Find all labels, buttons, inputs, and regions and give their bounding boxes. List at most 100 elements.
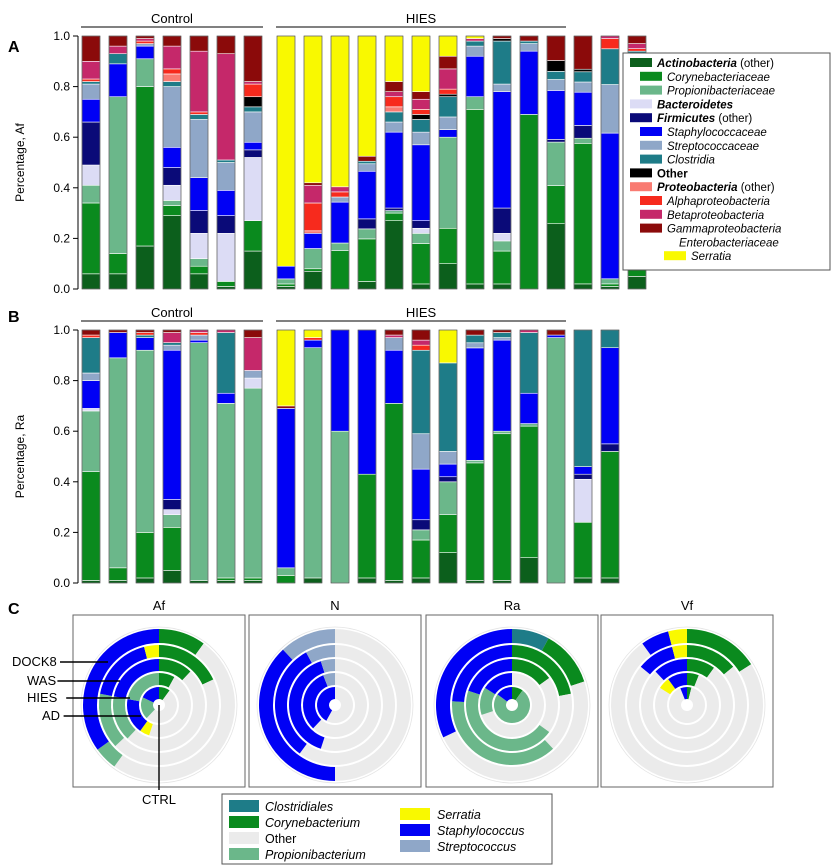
- ring-segment-staph: [640, 646, 676, 675]
- bar-segment-coryne: [357, 238, 377, 282]
- bar-segment-alpha: [81, 334, 101, 338]
- group-label-control: Control: [151, 11, 193, 26]
- bar-segment-staph: [303, 339, 323, 349]
- bar-outline: [357, 329, 377, 584]
- bar-segment-gamma: [135, 35, 155, 39]
- legend-item: Proteobacteria (other): [657, 182, 775, 194]
- bar-segment-bacteroidetes: [411, 227, 431, 234]
- bar-segment-gamma: [384, 81, 404, 92]
- bar-segment-clostridia: [519, 332, 539, 394]
- legend-item: Alphaproteobacteria: [666, 196, 770, 208]
- bar-segment-gamma: [189, 35, 209, 52]
- y-tick-label: 1.0: [53, 323, 70, 337]
- ring-segment-clostridia: [512, 629, 549, 651]
- bar-segment-firmicutes_other: [216, 215, 236, 234]
- bar-segment-staph: [438, 129, 458, 138]
- bar-segment-beta: [519, 329, 539, 333]
- bar-segment-firmicutes_other: [384, 207, 404, 211]
- bar-segment-alpha: [627, 48, 647, 52]
- bar-segment-strep: [330, 196, 350, 203]
- legend-swatch-actino_other: [630, 58, 652, 67]
- bar-segment-serratia: [357, 35, 377, 157]
- bar-segment-alpha: [135, 332, 155, 336]
- bar-outline: [303, 329, 323, 584]
- legend-item: Other: [657, 168, 688, 180]
- ring-segment-serratia: [140, 721, 153, 736]
- bar-outline: [108, 35, 128, 290]
- y-tick-label: 0.4: [53, 475, 70, 489]
- group-label-hies: HIES: [406, 11, 437, 26]
- bar-segment-bacteroidetes: [162, 509, 182, 515]
- bar-segment-proteo_other: [303, 230, 323, 234]
- legend-swatch-proteo_other: [630, 182, 652, 192]
- bar-outline: [276, 35, 296, 290]
- ring-segment-ring_other: [641, 667, 734, 751]
- bar-segment-gamma: [81, 329, 101, 336]
- bar-segment-actino_other: [303, 577, 323, 584]
- legend-swatch-clostridia: [229, 800, 259, 812]
- bar-segment-beta: [216, 53, 236, 161]
- bar-segment-alpha: [411, 109, 431, 115]
- bar-segment-coryne: [135, 86, 155, 247]
- ring-segment-coryne: [159, 687, 170, 701]
- bar-segment-staph: [330, 329, 350, 432]
- ring-segment-propioni: [113, 696, 136, 739]
- legend-swatch-strep: [640, 140, 662, 150]
- ring-segment-serratia: [144, 645, 159, 659]
- ring-segment-serratia: [672, 645, 687, 659]
- bar-outline: [384, 35, 404, 290]
- bar-segment-actino_other: [243, 580, 263, 584]
- bar-segment-propioni: [411, 233, 431, 244]
- bar-segment-clostridia: [492, 332, 512, 338]
- bar-outline: [411, 35, 431, 290]
- bar-segment-actino_other: [216, 580, 236, 584]
- y-tick-label: 0.6: [53, 130, 70, 144]
- legend-item-label: Proteobacteria: [657, 182, 738, 194]
- sunburst-title: Vf: [681, 598, 694, 613]
- bar-segment-actino_other: [627, 276, 647, 290]
- legend-item: Betaproteobacteria: [667, 210, 764, 222]
- bar-outline: [189, 329, 209, 584]
- legend-item-label: Corynebacteriaceae: [667, 72, 770, 84]
- ring-segment-propioni: [97, 741, 123, 767]
- bar-segment-coryne: [519, 425, 539, 559]
- bar-segment-alpha: [189, 332, 209, 336]
- bar-segment-proteo_other: [162, 73, 182, 82]
- ring-segment-staph: [484, 673, 512, 695]
- bar-segment-propioni: [189, 258, 209, 267]
- ring-segment-staph: [642, 631, 672, 655]
- bar-segment-other: [492, 38, 512, 42]
- bar-segment-alpha: [600, 38, 620, 50]
- bar-segment-firmicutes_other: [243, 149, 263, 158]
- bar-segment-clostridia: [357, 160, 377, 165]
- ring-segment-propioni: [494, 690, 530, 723]
- bar-segment-alpha: [303, 337, 323, 341]
- y-tick-label: 0.8: [53, 80, 70, 94]
- bar-segment-clostridia: [189, 114, 209, 120]
- ring-segment-ring_other: [481, 673, 544, 737]
- y-tick-label: 0.6: [53, 424, 70, 438]
- bar-segment-propioni: [189, 342, 209, 581]
- bar-segment-serratia: [384, 35, 404, 82]
- panel-letter-B: B: [8, 309, 20, 326]
- bar-segment-staph: [546, 334, 566, 338]
- bar-segment-actino_other: [384, 580, 404, 584]
- bar-segment-gamma: [276, 405, 296, 409]
- bar-segment-alpha: [135, 40, 155, 44]
- bar-segment-clostridia: [411, 349, 431, 435]
- bar-outline: [330, 329, 350, 584]
- bar-segment-strep: [438, 451, 458, 465]
- bar-segment-clostridia: [519, 40, 539, 44]
- bar-segment-clostridia: [546, 71, 566, 80]
- bar-segment-staph: [357, 329, 377, 475]
- bar-segment-coryne: [189, 265, 209, 275]
- bar-segment-propioni: [465, 96, 485, 110]
- bar-segment-actino_other: [216, 286, 236, 290]
- bar-segment-strep: [465, 45, 485, 57]
- bar-segment-staph: [519, 392, 539, 424]
- bar-segment-propioni: [330, 430, 350, 584]
- bar-segment-beta: [330, 186, 350, 193]
- bar-segment-strep: [216, 162, 236, 191]
- ring-segment-strep: [306, 645, 335, 663]
- bar-segment-serratia: [438, 329, 458, 364]
